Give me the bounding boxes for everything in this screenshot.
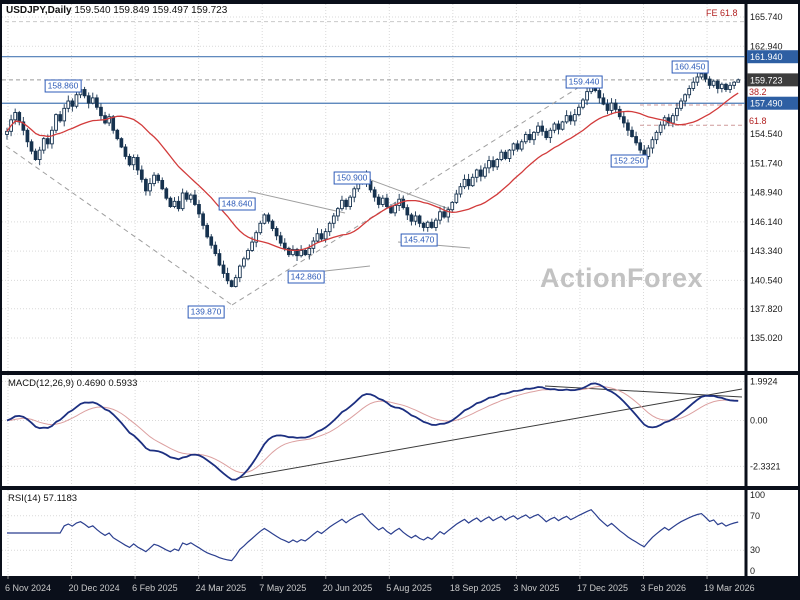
svg-text:-2.3321: -2.3321 xyxy=(750,461,781,471)
price-annotation: 148.640 xyxy=(218,197,256,211)
svg-text:151.740: 151.740 xyxy=(750,158,783,168)
price-annotation: 150.900 xyxy=(333,171,371,185)
ma-line xyxy=(6,92,739,252)
svg-text:6 Nov 2024: 6 Nov 2024 xyxy=(5,583,51,593)
svg-text:24 Mar 2025: 24 Mar 2025 xyxy=(196,583,247,593)
svg-text:6 Feb 2025: 6 Feb 2025 xyxy=(132,583,178,593)
svg-text:18 Sep 2025: 18 Sep 2025 xyxy=(450,583,501,593)
svg-text:137.820: 137.820 xyxy=(750,304,783,314)
svg-text:146.140: 146.140 xyxy=(750,217,783,227)
svg-text:159.723: 159.723 xyxy=(750,75,783,85)
price-annotation: 139.870 xyxy=(187,305,225,319)
gridlines xyxy=(2,4,745,576)
svg-text:0.00: 0.00 xyxy=(750,416,768,426)
price-axis: 165.740 162.940 154.540 151.740 148.940 146.1… xyxy=(747,12,798,576)
price-annotation: 158.860 xyxy=(44,79,82,93)
date-axis: 6 Nov 2024 20 Dec 2024 6 Feb 2025 24 Mar 20… xyxy=(5,576,755,593)
svg-text:7 May 2025: 7 May 2025 xyxy=(259,583,306,593)
fib-expansion-label: FE 61.8 xyxy=(706,8,738,18)
macd-panel xyxy=(2,380,745,481)
svg-text:162.940: 162.940 xyxy=(750,41,783,51)
price-annotation: 145.470 xyxy=(400,233,438,247)
svg-text:154.540: 154.540 xyxy=(750,129,783,139)
svg-text:143.340: 143.340 xyxy=(750,246,783,256)
fib-level-61-label: 61.8 xyxy=(749,116,767,126)
price-annotation: 159.440 xyxy=(565,75,603,89)
price-annotation: 152.250 xyxy=(610,154,648,168)
svg-text:30: 30 xyxy=(750,545,760,555)
svg-text:3 Feb 2026: 3 Feb 2026 xyxy=(641,583,687,593)
price-annotation: 142.860 xyxy=(287,270,325,284)
svg-text:1.9924: 1.9924 xyxy=(750,376,778,386)
rsi-label: RSI(14) 57.1183 xyxy=(8,493,78,504)
quote-values: 159.540 159.849 159.497 159.723 xyxy=(74,5,228,16)
svg-text:20 Dec 2024: 20 Dec 2024 xyxy=(69,583,120,593)
svg-text:135.020: 135.020 xyxy=(750,333,783,343)
svg-text:161.940: 161.940 xyxy=(750,52,783,62)
svg-text:70: 70 xyxy=(750,511,760,521)
svg-text:100: 100 xyxy=(750,490,765,500)
levels xyxy=(2,21,745,126)
svg-text:3 Nov 2025: 3 Nov 2025 xyxy=(513,583,559,593)
macd-label: MACD(12,26,9) 0.4690 0.5933 xyxy=(8,378,138,389)
chart-title: USDJPY,Daily 159.540 159.849 159.497 159… xyxy=(6,5,227,16)
svg-text:17 Dec 2025: 17 Dec 2025 xyxy=(577,583,628,593)
svg-text:19 Mar 2026: 19 Mar 2026 xyxy=(704,583,755,593)
symbol-timeframe: USDJPY,Daily xyxy=(6,5,72,16)
watermark: ActionForex xyxy=(540,263,704,293)
svg-text:148.940: 148.940 xyxy=(750,188,783,198)
svg-text:140.540: 140.540 xyxy=(750,275,783,285)
svg-text:157.490: 157.490 xyxy=(750,99,783,109)
rsi-panel xyxy=(2,508,745,562)
price-annotation: 160.450 xyxy=(671,60,709,74)
fib-level-38-label: 38.2 xyxy=(749,87,767,97)
svg-text:165.740: 165.740 xyxy=(750,12,783,22)
svg-text:20 Jun 2025: 20 Jun 2025 xyxy=(323,583,373,593)
svg-text:5 Aug 2025: 5 Aug 2025 xyxy=(386,583,432,593)
candlesticks xyxy=(5,72,741,288)
svg-text:0: 0 xyxy=(750,566,755,576)
